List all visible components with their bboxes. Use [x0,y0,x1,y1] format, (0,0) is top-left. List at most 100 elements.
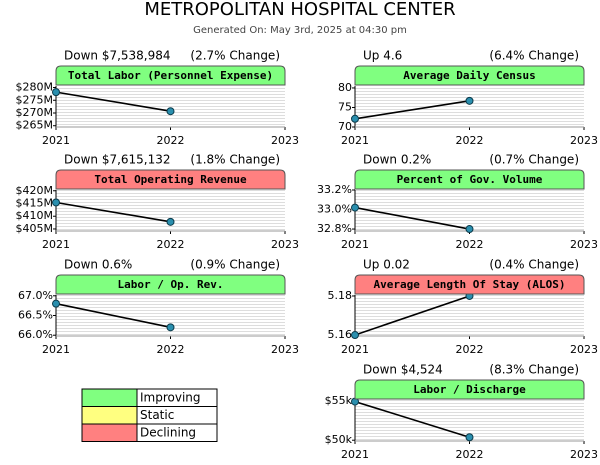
y-tick-label: 32.8% [317,222,352,235]
x-tick-label: 2022 [456,134,484,147]
y-tick-label: 70 [338,120,352,133]
x-tick-label: 2021 [341,343,369,356]
legend-cell [136,423,218,442]
y-tick-label: $265M [16,119,54,132]
data-point [465,225,474,234]
x-tick-label: 2022 [157,238,185,251]
data-line [354,100,470,120]
change-pct: (0.7% Change) [489,153,579,167]
page-title: METROPOLITAN HOSPITAL CENTER [144,0,455,20]
x-tick-label: 2022 [456,238,484,251]
y-tick-label: 33.0% [317,203,352,216]
x-tick-label: 2023 [271,238,299,251]
change-text: Down $7,615,132 [64,153,171,167]
change-pct: (1.8% Change) [190,153,280,167]
change-pct: (0.9% Change) [190,258,280,272]
y-tick-label: $280M [16,81,54,94]
change-text: Down 0.2% [363,153,431,167]
legend-label: Declining [140,426,196,440]
panel-header [354,274,585,295]
x-tick-label: 2021 [42,343,70,356]
legend-swatch [81,423,138,442]
x-tick-label: 2021 [42,134,70,147]
x-tick-label: 2022 [157,343,185,356]
legend-label: Improving [140,391,201,405]
panel-title: Labor / Discharge [413,383,526,396]
x-tick-label: 2021 [341,448,369,461]
x-tick-label: 2023 [271,343,299,356]
panel-header [354,169,585,190]
panel-title: Percent of Gov. Volume [397,173,543,186]
legend-swatch [81,388,138,407]
data-point [52,299,60,308]
change-text: Down $4,524 [363,363,443,377]
data-point [166,107,175,116]
x-tick-label: 2022 [456,343,484,356]
change-pct: (2.7% Change) [190,49,280,63]
x-tick-label: 2022 [456,448,484,461]
x-tick-label: 2023 [570,343,598,356]
x-tick-label: 2021 [42,238,70,251]
y-tick-label: 75 [338,100,352,113]
data-line [55,302,171,329]
change-text: Up 4.6 [363,49,402,63]
panel-header [55,274,286,295]
y-tick-label: 66.0% [18,328,53,341]
data-line [354,206,470,230]
change-text: Up 0.02 [363,258,410,272]
y-tick-label: $275M [16,93,54,106]
data-point [166,323,175,332]
page-subtitle: Generated On: May 3rd, 2025 at 04:30 pm [193,25,407,36]
plot-area [56,86,285,127]
y-tick-label: 67.0% [18,289,53,302]
change-pct: (6.4% Change) [489,49,579,63]
x-tick-label: 2021 [341,238,369,251]
legend-swatch [81,406,138,425]
data-point [351,203,359,212]
data-line [55,91,171,113]
y-tick-label: $270M [16,106,54,119]
x-tick-label: 2023 [570,134,598,147]
y-tick-label: 80 [338,81,352,94]
panel-header [55,169,286,190]
y-tick-label: 33.2% [317,183,352,196]
x-tick-label: 2023 [570,238,598,251]
data-line [354,295,470,336]
change-text: Down 0.6% [64,258,132,272]
data-line [55,201,171,223]
y-tick-label: $405M [16,222,54,235]
panel-title: Total Labor (Personnel Expense) [68,69,273,82]
y-tick-label: $420M [16,184,54,197]
plot-area [355,190,584,231]
panel-header [55,65,286,86]
x-tick-label: 2022 [157,134,185,147]
x-tick-label: 2023 [570,448,598,461]
data-point [351,331,359,340]
y-tick-label: 66.5% [18,309,53,322]
data-point [351,114,359,123]
y-tick-label: $55k [325,394,353,407]
plot-area [355,86,584,127]
panel-title: Total Operating Revenue [94,173,247,186]
x-tick-label: 2023 [271,134,299,147]
data-point [465,433,474,442]
data-point [52,198,60,207]
panel-title: Average Length Of Stay (ALOS) [373,278,565,291]
panel-title: Labor / Op. Rev. [118,278,224,291]
change-pct: (8.3% Change) [489,363,579,377]
change-pct: (0.4% Change) [489,258,579,272]
y-tick-label: 5.16 [328,328,353,341]
y-tick-label: $415M [16,196,54,209]
legend-label: Static [140,408,174,422]
y-tick-label: 5.18 [328,289,353,302]
data-point [465,96,474,105]
data-line [354,400,470,439]
data-point [166,217,175,226]
data-point [52,88,60,97]
y-tick-label: $410M [16,209,54,222]
plot-area [355,295,584,336]
panel-header [354,379,585,400]
x-tick-label: 2021 [341,134,369,147]
panel-title: Average Daily Census [403,69,535,82]
